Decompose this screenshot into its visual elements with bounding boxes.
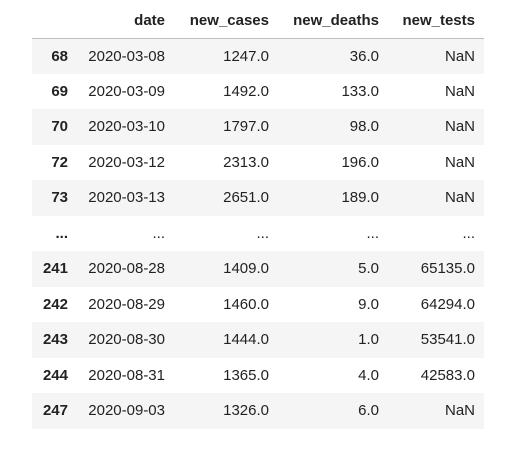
table-row: 242 2020-08-29 1460.0 9.0 64294.0 xyxy=(32,287,484,323)
cell-new-cases: 1247.0 xyxy=(223,47,269,65)
row-index: 68 xyxy=(51,47,68,65)
column-header-new-deaths: new_deaths xyxy=(278,4,388,39)
cell-new-tests: 42583.0 xyxy=(420,366,475,384)
cell-date: 2020-08-28 xyxy=(88,260,165,278)
cell-new-deaths: 98.0 xyxy=(349,118,379,136)
cell-new-tests: 64294.0 xyxy=(420,295,475,313)
cell-new-deaths: 196.0 xyxy=(341,153,379,171)
cell-date: 2020-03-12 xyxy=(88,153,165,171)
cell-new-deaths: 1.0 xyxy=(358,331,379,349)
header-row: date new_cases new_deaths new_tests xyxy=(32,4,484,39)
table-row: 241 2020-08-28 1409.0 5.0 65135.0 xyxy=(32,251,484,287)
cell-new-cases: 1409.0 xyxy=(223,260,269,278)
table-row: 68 2020-03-08 1247.0 36.0 NaN xyxy=(32,38,484,74)
cell-new-cases: 2651.0 xyxy=(223,189,269,207)
cell-date: 2020-08-29 xyxy=(88,295,165,313)
row-index: 243 xyxy=(42,331,68,349)
cell-new-cases: 1797.0 xyxy=(223,118,269,136)
cell-new-tests: NaN xyxy=(444,153,475,171)
table-body: 68 2020-03-08 1247.0 36.0 NaN 69 2020-03… xyxy=(32,38,484,429)
cell-new-deaths: 9.0 xyxy=(358,295,379,313)
row-index: 247 xyxy=(42,402,68,420)
cell-new-cases: 1365.0 xyxy=(223,366,269,384)
cell-new-cases: 1444.0 xyxy=(223,331,269,349)
cell-date: 2020-08-31 xyxy=(88,366,165,384)
table-row: 70 2020-03-10 1797.0 98.0 NaN xyxy=(32,109,484,145)
cell-date: 2020-03-08 xyxy=(88,47,165,65)
cell-new-tests: NaN xyxy=(444,189,475,207)
cell-new-deaths: 5.0 xyxy=(358,260,379,278)
row-index: 241 xyxy=(42,260,68,278)
row-index: 70 xyxy=(51,118,68,136)
cell-date: 2020-03-10 xyxy=(88,118,165,136)
row-index: 72 xyxy=(51,153,68,171)
cell-new-tests: ... xyxy=(462,224,475,242)
column-header-new-tests: new_tests xyxy=(388,4,484,39)
cell-date: 2020-09-03 xyxy=(88,402,165,420)
table-row: 72 2020-03-12 2313.0 196.0 NaN xyxy=(32,145,484,181)
cell-new-tests: NaN xyxy=(444,118,475,136)
table-row-ellipsis: ... ... ... ... ... xyxy=(32,216,484,252)
cell-new-cases: ... xyxy=(256,224,269,242)
column-header-date: date xyxy=(77,4,174,39)
cell-new-deaths: 189.0 xyxy=(341,189,379,207)
table-row: 69 2020-03-09 1492.0 133.0 NaN xyxy=(32,74,484,110)
cell-new-cases: 1492.0 xyxy=(223,82,269,100)
cell-new-deaths: ... xyxy=(366,224,379,242)
cell-date: 2020-08-30 xyxy=(88,331,165,349)
table-row: 73 2020-03-13 2651.0 189.0 NaN xyxy=(32,180,484,216)
row-index: 242 xyxy=(42,295,68,313)
table-header: date new_cases new_deaths new_tests xyxy=(32,4,484,39)
cell-new-cases: 1460.0 xyxy=(223,295,269,313)
cell-new-tests: NaN xyxy=(444,402,475,420)
row-index: 73 xyxy=(51,189,68,207)
cell-new-tests: 65135.0 xyxy=(420,260,475,278)
row-index: 69 xyxy=(51,82,68,100)
cell-new-cases: 1326.0 xyxy=(223,402,269,420)
cell-new-tests: NaN xyxy=(444,82,475,100)
table-row: 247 2020-09-03 1326.0 6.0 NaN xyxy=(32,393,484,429)
cell-date: 2020-03-13 xyxy=(88,189,165,207)
cell-date: ... xyxy=(152,224,165,242)
row-index: 244 xyxy=(42,366,68,384)
cell-new-deaths: 4.0 xyxy=(358,366,379,384)
row-index: ... xyxy=(55,224,68,242)
dataframe-table: date new_cases new_deaths new_tests 68 2… xyxy=(32,4,484,429)
cell-new-cases: 2313.0 xyxy=(223,153,269,171)
table-row: 243 2020-08-30 1444.0 1.0 53541.0 xyxy=(32,322,484,358)
cell-new-deaths: 6.0 xyxy=(358,402,379,420)
cell-new-tests: NaN xyxy=(444,47,475,65)
index-header xyxy=(32,4,77,39)
table-row: 244 2020-08-31 1365.0 4.0 42583.0 xyxy=(32,358,484,394)
cell-new-deaths: 133.0 xyxy=(341,82,379,100)
cell-date: 2020-03-09 xyxy=(88,82,165,100)
column-header-new-cases: new_cases xyxy=(174,4,278,39)
cell-new-deaths: 36.0 xyxy=(349,47,379,65)
cell-new-tests: 53541.0 xyxy=(420,331,475,349)
